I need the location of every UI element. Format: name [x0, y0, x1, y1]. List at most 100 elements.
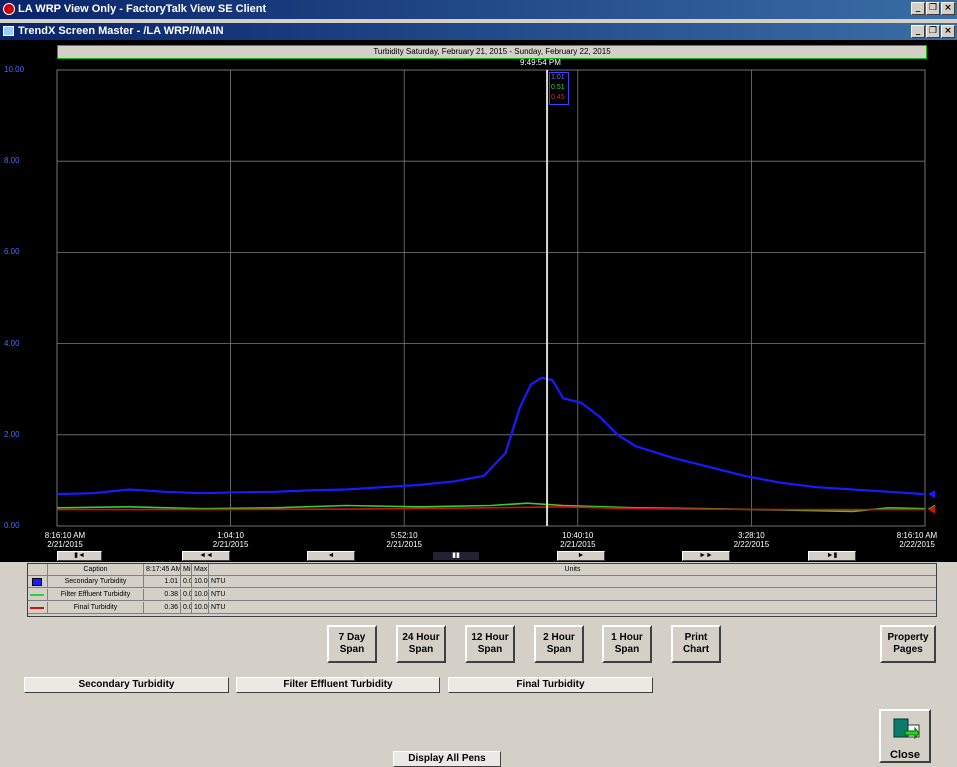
- legend-header-units: Units: [564, 566, 581, 573]
- series-end-marker: [928, 490, 935, 499]
- legend-units: NTU: [211, 578, 226, 585]
- cursor-value-filter: 0.51: [551, 84, 565, 91]
- nav-page-forward-button[interactable]: ►►: [682, 551, 730, 561]
- property-pages-button[interactable]: Property Pages: [880, 625, 936, 663]
- y-tick-label: 0.00: [4, 521, 20, 530]
- nav-forward-button[interactable]: ►: [557, 551, 605, 561]
- legend-caption: Final Turbidity: [48, 602, 144, 614]
- pen-swatch: [28, 602, 48, 614]
- legend-header-max: Max: [192, 564, 209, 576]
- inner-close-button[interactable]: ×: [941, 25, 955, 38]
- plot-border: [56, 69, 926, 527]
- app-title: LA WRP View Only - FactoryTalk View SE C…: [18, 3, 267, 15]
- nav-back-button[interactable]: ◄: [307, 551, 355, 561]
- x-tick-date: 2/22/2015: [899, 540, 935, 549]
- legend-units: NTU: [211, 591, 226, 598]
- x-tick-label: 3:28:10 2/22/2015: [721, 531, 781, 549]
- close-label: Close: [890, 749, 920, 761]
- trendx-window-icon: [3, 26, 14, 36]
- span-1-hour-button[interactable]: 1 Hour Span: [602, 625, 652, 663]
- x-tick-date: 2/21/2015: [386, 540, 422, 549]
- x-tick-date: 2/22/2015: [733, 540, 770, 549]
- nav-pause-button[interactable]: ▮▮: [432, 551, 480, 561]
- legend-units: NTU: [211, 604, 226, 611]
- filter-effluent-turbidity-button[interactable]: Filter Effluent Turbidity: [236, 677, 440, 693]
- factorytalk-app-icon: [3, 3, 15, 15]
- y-tick-label: 2.00: [4, 429, 20, 439]
- legend-caption: Secondary Turbidity: [48, 576, 144, 588]
- legend-max: 10.00: [192, 602, 209, 614]
- span-2-hour-button[interactable]: 2 Hour Span: [534, 625, 584, 663]
- legend-value: 1.01: [144, 576, 181, 588]
- app-title-bar: LA WRP View Only - FactoryTalk View SE C…: [0, 0, 957, 19]
- cursor-value-secondary: 1.01: [551, 74, 565, 81]
- restore-button[interactable]: ❐: [926, 2, 940, 15]
- series-line-filter-effluent-turbidity: [56, 502, 926, 513]
- x-tick-time: 3:28:10: [738, 531, 765, 540]
- y-tick-label: 6.00: [4, 247, 20, 257]
- cursor-value-final: 0.45: [551, 94, 565, 101]
- legend-caption: Filter Effluent Turbidity: [48, 589, 144, 601]
- x-tick-label: 1:04:10 2/21/2015: [201, 531, 261, 549]
- span-7-day-button[interactable]: 7 Day Span: [327, 625, 377, 663]
- trendx-title: TrendX Screen Master - /LA WRP//MAIN: [18, 25, 224, 37]
- pen-swatch: [28, 576, 48, 588]
- y-tick-label: 4.00: [4, 338, 20, 348]
- trendx-title-bar: TrendX Screen Master - /LA WRP//MAIN _ ❐…: [0, 23, 957, 40]
- cursor-value-box: 1.01 0.51 0.45: [549, 72, 569, 105]
- trend-plot[interactable]: [0, 40, 957, 562]
- x-tick-time: 1:04:10: [217, 531, 244, 540]
- minimize-button[interactable]: _: [911, 2, 925, 15]
- inner-minimize-button[interactable]: _: [911, 25, 925, 38]
- plot-grid: [56, 69, 926, 527]
- close-button[interactable]: Close: [879, 709, 931, 763]
- cursor-time-label: 9:49:54 PM: [520, 58, 561, 67]
- legend-header-caption: Caption: [48, 564, 144, 576]
- exit-icon: [893, 718, 920, 740]
- x-tick-time: 8:16:10 AM: [896, 531, 938, 540]
- display-all-pens-button[interactable]: Display All Pens: [393, 751, 501, 767]
- close-window-button[interactable]: ×: [941, 2, 955, 15]
- trendx-window: Turbidity Saturday, February 21, 2015 - …: [0, 40, 957, 767]
- legend-header-time: 8:17:45 AM: [144, 564, 181, 576]
- series-end-marker: [928, 505, 935, 514]
- x-tick-time: 5:52:10: [390, 531, 418, 540]
- nav-first-button[interactable]: ▮◄: [57, 551, 102, 561]
- legend-header-min: Min: [181, 564, 192, 576]
- nav-last-button[interactable]: ►▮: [808, 551, 856, 561]
- print-chart-button[interactable]: Print Chart: [671, 625, 721, 663]
- x-tick-time: 8:16:10 AM: [44, 531, 86, 540]
- series-line-secondary-turbidity: [56, 376, 926, 496]
- legend-header-row: Caption 8:17:45 AM Min Max Units: [28, 564, 936, 576]
- x-tick-date: 2/21/2015: [560, 540, 596, 549]
- x-tick-time: 10:40:10: [562, 531, 594, 540]
- legend-min: 0.00: [181, 602, 192, 614]
- legend-value: 0.36: [144, 602, 181, 614]
- final-turbidity-button[interactable]: Final Turbidity: [448, 677, 653, 693]
- span-12-hour-button[interactable]: 12 Hour Span: [465, 625, 515, 663]
- trend-chart-area[interactable]: Turbidity Saturday, February 21, 2015 - …: [0, 40, 957, 562]
- span-24-hour-button[interactable]: 24 Hour Span: [396, 625, 446, 663]
- legend-value: 0.38: [144, 589, 181, 601]
- nav-page-back-button[interactable]: ◄◄: [182, 551, 230, 561]
- legend-row[interactable]: Filter Effluent Turbidity0.380.0010.00NT…: [28, 589, 936, 601]
- legend-min: 0.00: [181, 589, 192, 601]
- y-tick-label: 10.00: [4, 65, 25, 74]
- series-line-final-turbidity: [57, 505, 925, 511]
- x-tick-label: 10:40:10 2/21/2015: [548, 531, 608, 549]
- x-tick-label: 8:16:10 AM 2/22/2015: [887, 531, 947, 549]
- x-tick-date: 2/21/2015: [47, 540, 83, 549]
- inner-restore-button[interactable]: ❐: [926, 25, 940, 38]
- pen-swatch: [28, 589, 48, 601]
- chart-header: Turbidity Saturday, February 21, 2015 - …: [57, 45, 927, 59]
- secondary-turbidity-button[interactable]: Secondary Turbidity: [24, 677, 229, 693]
- legend-max: 10.00: [192, 576, 209, 588]
- legend-min: 0.00: [181, 576, 192, 588]
- y-tick-label: 8.00: [4, 156, 20, 166]
- x-tick-date: 2/21/2015: [212, 540, 249, 549]
- legend-max: 10.00: [192, 589, 209, 601]
- x-tick-label: 5:52:10 2/21/2015: [374, 531, 434, 549]
- x-tick-label: 8:16:10 AM 2/21/2015: [35, 531, 95, 549]
